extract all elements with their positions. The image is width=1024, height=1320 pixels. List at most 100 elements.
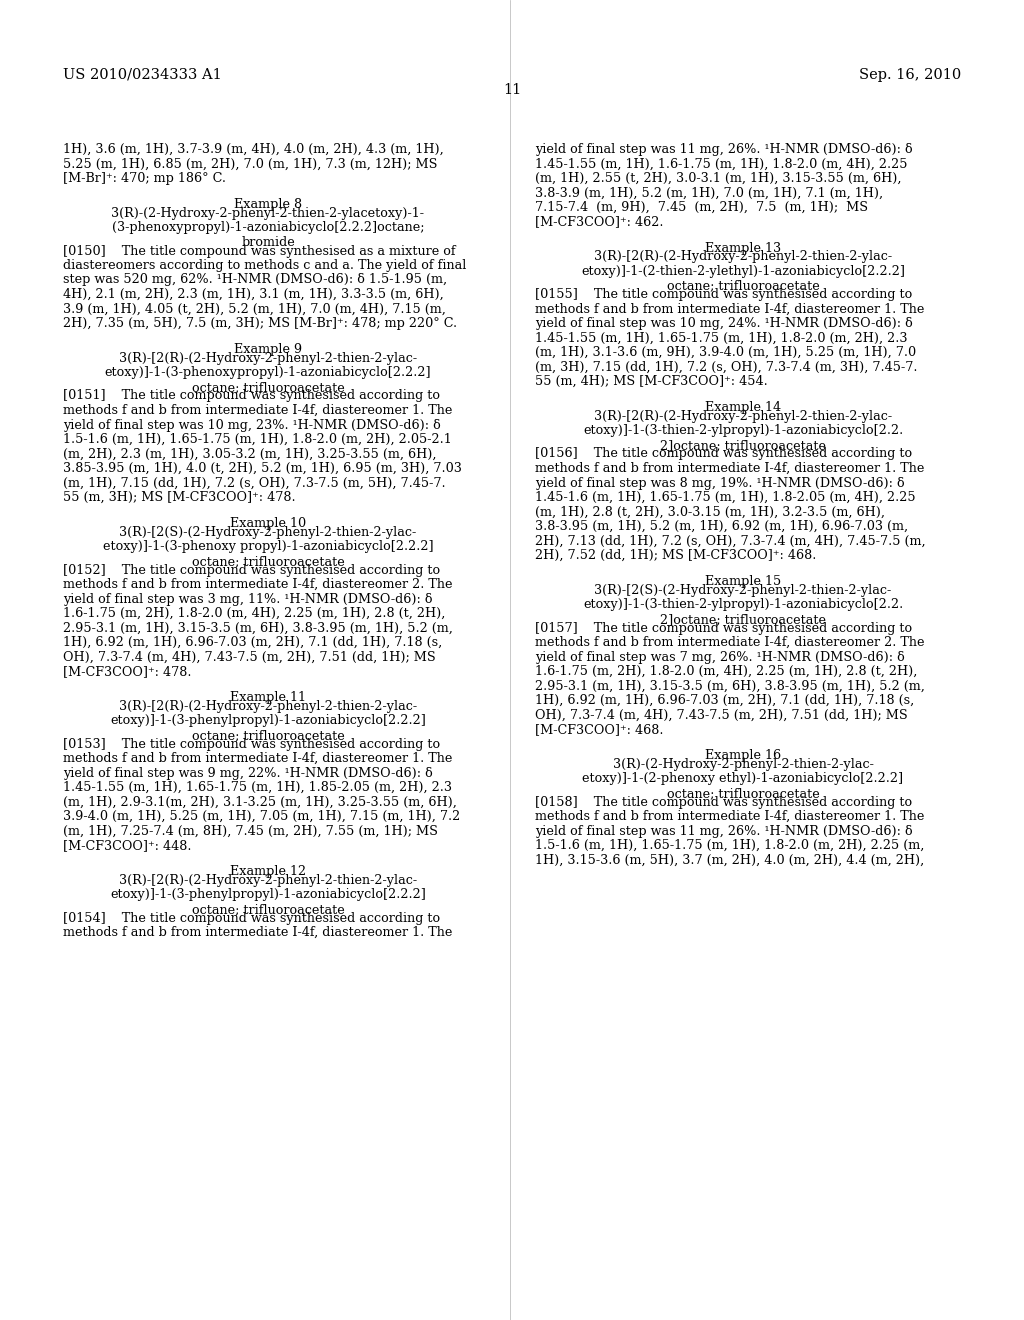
- Text: etoxy)]-1-(3-phenoxy propyl)-1-azoniabicyclo[2.2.2]: etoxy)]-1-(3-phenoxy propyl)-1-azoniabic…: [102, 540, 433, 553]
- Text: octane; trifluoroacetate: octane; trifluoroacetate: [191, 380, 344, 393]
- Text: [M-CF3COO]⁺: 478.: [M-CF3COO]⁺: 478.: [63, 665, 191, 678]
- Text: 2H), 7.13 (dd, 1H), 7.2 (s, OH), 7.3-7.4 (m, 4H), 7.45-7.5 (m,: 2H), 7.13 (dd, 1H), 7.2 (s, OH), 7.3-7.4…: [535, 535, 926, 548]
- Text: 1.6-1.75 (m, 2H), 1.8-2.0 (m, 4H), 2.25 (m, 1H), 2.8 (t, 2H),: 1.6-1.75 (m, 2H), 1.8-2.0 (m, 4H), 2.25 …: [535, 665, 918, 678]
- Text: 3(R)-[2(R)-(2-Hydroxy-2-phenyl-2-thien-2-ylac-: 3(R)-[2(R)-(2-Hydroxy-2-phenyl-2-thien-2…: [119, 874, 417, 887]
- Text: yield of final step was 10 mg, 23%. ¹H-NMR (DMSO-d6): δ: yield of final step was 10 mg, 23%. ¹H-N…: [63, 418, 440, 432]
- Text: 3.8-3.9 (m, 1H), 5.2 (m, 1H), 7.0 (m, 1H), 7.1 (m, 1H),: 3.8-3.9 (m, 1H), 5.2 (m, 1H), 7.0 (m, 1H…: [535, 186, 883, 199]
- Text: yield of final step was 8 mg, 19%. ¹H-NMR (DMSO-d6): δ: yield of final step was 8 mg, 19%. ¹H-NM…: [535, 477, 904, 490]
- Text: octane; trifluoroacetate: octane; trifluoroacetate: [191, 554, 344, 568]
- Text: yield of final step was 10 mg, 24%. ¹H-NMR (DMSO-d6): δ: yield of final step was 10 mg, 24%. ¹H-N…: [535, 317, 912, 330]
- Text: methods f and b from intermediate I-4f, diastereomer 2. The: methods f and b from intermediate I-4f, …: [63, 578, 453, 591]
- Text: 11: 11: [503, 83, 521, 96]
- Text: [M-Br]⁺: 470; mp 186° C.: [M-Br]⁺: 470; mp 186° C.: [63, 172, 226, 185]
- Text: 2.95-3.1 (m, 1H), 3.15-3.5 (m, 6H), 3.8-3.95 (m, 1H), 5.2 (m,: 2.95-3.1 (m, 1H), 3.15-3.5 (m, 6H), 3.8-…: [63, 622, 453, 635]
- Text: methods f and b from intermediate I-4f, diastereomer 1. The: methods f and b from intermediate I-4f, …: [63, 752, 453, 766]
- Text: (m, 1H), 3.1-3.6 (m, 9H), 3.9-4.0 (m, 1H), 5.25 (m, 1H), 7.0: (m, 1H), 3.1-3.6 (m, 9H), 3.9-4.0 (m, 1H…: [535, 346, 916, 359]
- Text: 1H), 6.92 (m, 1H), 6.96-7.03 (m, 2H), 7.1 (dd, 1H), 7.18 (s,: 1H), 6.92 (m, 1H), 6.96-7.03 (m, 2H), 7.…: [63, 636, 442, 649]
- Text: etoxy)]-1-(3-phenylpropyl)-1-azoniabicyclo[2.2.2]: etoxy)]-1-(3-phenylpropyl)-1-azoniabicyc…: [110, 888, 426, 902]
- Text: 1H), 6.92 (m, 1H), 6.96-7.03 (m, 2H), 7.1 (dd, 1H), 7.18 (s,: 1H), 6.92 (m, 1H), 6.96-7.03 (m, 2H), 7.…: [535, 694, 914, 708]
- Text: Example 10: Example 10: [230, 517, 306, 531]
- Text: 55 (m, 4H); MS [M-CF3COO]⁺: 454.: 55 (m, 4H); MS [M-CF3COO]⁺: 454.: [535, 375, 768, 388]
- Text: 5.25 (m, 1H), 6.85 (m, 2H), 7.0 (m, 1H), 7.3 (m, 12H); MS: 5.25 (m, 1H), 6.85 (m, 2H), 7.0 (m, 1H),…: [63, 157, 437, 170]
- Text: 1.45-1.55 (m, 1H), 1.65-1.75 (m, 1H), 1.8-2.0 (m, 2H), 2.3: 1.45-1.55 (m, 1H), 1.65-1.75 (m, 1H), 1.…: [535, 331, 907, 345]
- Text: OH), 7.3-7.4 (m, 4H), 7.43-7.5 (m, 2H), 7.51 (dd, 1H); MS: OH), 7.3-7.4 (m, 4H), 7.43-7.5 (m, 2H), …: [535, 709, 907, 722]
- Text: Example 13: Example 13: [705, 242, 781, 255]
- Text: Example 11: Example 11: [230, 692, 306, 704]
- Text: methods f and b from intermediate I-4f, diastereomer 1. The: methods f and b from intermediate I-4f, …: [535, 810, 925, 822]
- Text: methods f and b from intermediate I-4f, diastereomer 1. The: methods f and b from intermediate I-4f, …: [535, 302, 925, 315]
- Text: yield of final step was 11 mg, 26%. ¹H-NMR (DMSO-d6): δ: yield of final step was 11 mg, 26%. ¹H-N…: [535, 825, 912, 837]
- Text: Example 15: Example 15: [705, 576, 781, 589]
- Text: step was 520 mg, 62%. ¹H-NMR (DMSO-d6): δ 1.5-1.95 (m,: step was 520 mg, 62%. ¹H-NMR (DMSO-d6): …: [63, 273, 447, 286]
- Text: 3(R)-(2-Hydroxy-2-phenyl-2-thien-2-ylacetoxy)-1-: 3(R)-(2-Hydroxy-2-phenyl-2-thien-2-ylace…: [112, 207, 425, 220]
- Text: [0152]    The title compound was synthesised according to: [0152] The title compound was synthesise…: [63, 564, 440, 577]
- Text: (m, 1H), 2.8 (t, 2H), 3.0-3.15 (m, 1H), 3.2-3.5 (m, 6H),: (m, 1H), 2.8 (t, 2H), 3.0-3.15 (m, 1H), …: [535, 506, 885, 519]
- Text: (3-phenoxypropyl)-1-azoniabicyclo[2.2.2]octane;: (3-phenoxypropyl)-1-azoniabicyclo[2.2.2]…: [112, 222, 424, 235]
- Text: 3(R)-[2(S)-(2-Hydroxy-2-phenyl-2-thien-2-ylac-: 3(R)-[2(S)-(2-Hydroxy-2-phenyl-2-thien-2…: [120, 525, 417, 539]
- Text: etoxy)]-1-(3-phenoxypropyl)-1-azoniabicyclo[2.2.2]: etoxy)]-1-(3-phenoxypropyl)-1-azoniabicy…: [104, 366, 431, 379]
- Text: (m, 1H), 7.25-7.4 (m, 8H), 7.45 (m, 2H), 7.55 (m, 1H); MS: (m, 1H), 7.25-7.4 (m, 8H), 7.45 (m, 2H),…: [63, 825, 438, 837]
- Text: octane; trifluoroacetate: octane; trifluoroacetate: [667, 787, 819, 800]
- Text: methods f and b from intermediate I-4f, diastereomer 1. The: methods f and b from intermediate I-4f, …: [63, 927, 453, 939]
- Text: 3.9-4.0 (m, 1H), 5.25 (m, 1H), 7.05 (m, 1H), 7.15 (m, 1H), 7.2: 3.9-4.0 (m, 1H), 5.25 (m, 1H), 7.05 (m, …: [63, 810, 460, 822]
- Text: [0157]    The title compound was synthesised according to: [0157] The title compound was synthesise…: [535, 622, 912, 635]
- Text: (m, 3H), 7.15 (dd, 1H), 7.2 (s, OH), 7.3-7.4 (m, 3H), 7.45-7.: (m, 3H), 7.15 (dd, 1H), 7.2 (s, OH), 7.3…: [535, 360, 918, 374]
- Text: 2H), 7.52 (dd, 1H); MS [M-CF3COO]⁺: 468.: 2H), 7.52 (dd, 1H); MS [M-CF3COO]⁺: 468.: [535, 549, 816, 562]
- Text: bromide: bromide: [241, 236, 295, 248]
- Text: methods f and b from intermediate I-4f, diastereomer 1. The: methods f and b from intermediate I-4f, …: [63, 404, 453, 417]
- Text: Example 14: Example 14: [705, 401, 781, 414]
- Text: 2]octane; trifluoroacetate: 2]octane; trifluoroacetate: [660, 438, 826, 451]
- Text: 55 (m, 3H); MS [M-CF3COO]⁺: 478.: 55 (m, 3H); MS [M-CF3COO]⁺: 478.: [63, 491, 296, 504]
- Text: (m, 1H), 2.9-3.1(m, 2H), 3.1-3.25 (m, 1H), 3.25-3.55 (m, 6H),: (m, 1H), 2.9-3.1(m, 2H), 3.1-3.25 (m, 1H…: [63, 796, 457, 809]
- Text: (m, 1H), 2.55 (t, 2H), 3.0-3.1 (m, 1H), 3.15-3.55 (m, 6H),: (m, 1H), 2.55 (t, 2H), 3.0-3.1 (m, 1H), …: [535, 172, 901, 185]
- Text: diastereomers according to methods c and a. The yield of final: diastereomers according to methods c and…: [63, 259, 466, 272]
- Text: 2H), 7.35 (m, 5H), 7.5 (m, 3H); MS [M-Br]⁺: 478; mp 220° C.: 2H), 7.35 (m, 5H), 7.5 (m, 3H); MS [M-Br…: [63, 317, 457, 330]
- Text: Example 9: Example 9: [233, 343, 302, 356]
- Text: [0158]    The title compound was synthesised according to: [0158] The title compound was synthesise…: [535, 796, 912, 809]
- Text: 3(R)-[2(R)-(2-Hydroxy-2-phenyl-2-thien-2-ylac-: 3(R)-[2(R)-(2-Hydroxy-2-phenyl-2-thien-2…: [594, 251, 892, 263]
- Text: 3(R)-[2(S)-(2-Hydroxy-2-phenyl-2-thien-2-ylac-: 3(R)-[2(S)-(2-Hydroxy-2-phenyl-2-thien-2…: [594, 583, 892, 597]
- Text: etoxy)]-1-(2-thien-2-ylethyl)-1-azoniabicyclo[2.2.2]: etoxy)]-1-(2-thien-2-ylethyl)-1-azoniabi…: [581, 265, 905, 277]
- Text: etoxy)]-1-(3-phenylpropyl)-1-azoniabicyclo[2.2.2]: etoxy)]-1-(3-phenylpropyl)-1-azoniabicyc…: [110, 714, 426, 727]
- Text: 2]octane; trifluoroacetate: 2]octane; trifluoroacetate: [660, 612, 826, 626]
- Text: 3(R)-[2(R)-(2-Hydroxy-2-phenyl-2-thien-2-ylac-: 3(R)-[2(R)-(2-Hydroxy-2-phenyl-2-thien-2…: [119, 700, 417, 713]
- Text: [0156]    The title compound was synthesised according to: [0156] The title compound was synthesise…: [535, 447, 912, 461]
- Text: methods f and b from intermediate I-4f, diastereomer 1. The: methods f and b from intermediate I-4f, …: [535, 462, 925, 475]
- Text: octane; trifluoroacetate: octane; trifluoroacetate: [191, 903, 344, 916]
- Text: yield of final step was 11 mg, 26%. ¹H-NMR (DMSO-d6): δ: yield of final step was 11 mg, 26%. ¹H-N…: [535, 143, 912, 156]
- Text: (m, 2H), 2.3 (m, 1H), 3.05-3.2 (m, 1H), 3.25-3.55 (m, 6H),: (m, 2H), 2.3 (m, 1H), 3.05-3.2 (m, 1H), …: [63, 447, 436, 461]
- Text: [0155]    The title compound was synthesised according to: [0155] The title compound was synthesise…: [535, 288, 912, 301]
- Text: 1.5-1.6 (m, 1H), 1.65-1.75 (m, 1H), 1.8-2.0 (m, 2H), 2.25 (m,: 1.5-1.6 (m, 1H), 1.65-1.75 (m, 1H), 1.8-…: [535, 840, 925, 851]
- Text: 3.85-3.95 (m, 1H), 4.0 (t, 2H), 5.2 (m, 1H), 6.95 (m, 3H), 7.03: 3.85-3.95 (m, 1H), 4.0 (t, 2H), 5.2 (m, …: [63, 462, 462, 475]
- Text: methods f and b from intermediate I-4f, diastereomer 2. The: methods f and b from intermediate I-4f, …: [535, 636, 925, 649]
- Text: 1.45-1.55 (m, 1H), 1.6-1.75 (m, 1H), 1.8-2.0 (m, 4H), 2.25: 1.45-1.55 (m, 1H), 1.6-1.75 (m, 1H), 1.8…: [535, 157, 907, 170]
- Text: 1.45-1.55 (m, 1H), 1.65-1.75 (m, 1H), 1.85-2.05 (m, 2H), 2.3: 1.45-1.55 (m, 1H), 1.65-1.75 (m, 1H), 1.…: [63, 781, 452, 795]
- Text: [M-CF3COO]⁺: 448.: [M-CF3COO]⁺: 448.: [63, 840, 191, 851]
- Text: [0154]    The title compound was synthesised according to: [0154] The title compound was synthesise…: [63, 912, 440, 924]
- Text: octane; trifluoroacetate: octane; trifluoroacetate: [667, 280, 819, 292]
- Text: 3(R)-[2(R)-(2-Hydroxy-2-phenyl-2-thien-2-ylac-: 3(R)-[2(R)-(2-Hydroxy-2-phenyl-2-thien-2…: [594, 409, 892, 422]
- Text: US 2010/0234333 A1: US 2010/0234333 A1: [63, 69, 222, 82]
- Text: OH), 7.3-7.4 (m, 4H), 7.43-7.5 (m, 2H), 7.51 (dd, 1H); MS: OH), 7.3-7.4 (m, 4H), 7.43-7.5 (m, 2H), …: [63, 651, 435, 664]
- Text: etoxy)]-1-(3-thien-2-ylpropyl)-1-azoniabicyclo[2.2.: etoxy)]-1-(3-thien-2-ylpropyl)-1-azoniab…: [583, 598, 903, 611]
- Text: 3.9 (m, 1H), 4.05 (t, 2H), 5.2 (m, 1H), 7.0 (m, 4H), 7.15 (m,: 3.9 (m, 1H), 4.05 (t, 2H), 5.2 (m, 1H), …: [63, 302, 445, 315]
- Text: 1.45-1.6 (m, 1H), 1.65-1.75 (m, 1H), 1.8-2.05 (m, 4H), 2.25: 1.45-1.6 (m, 1H), 1.65-1.75 (m, 1H), 1.8…: [535, 491, 915, 504]
- Text: Example 12: Example 12: [230, 865, 306, 878]
- Text: (m, 1H), 7.15 (dd, 1H), 7.2 (s, OH), 7.3-7.5 (m, 5H), 7.45-7.: (m, 1H), 7.15 (dd, 1H), 7.2 (s, OH), 7.3…: [63, 477, 445, 490]
- Text: 2.95-3.1 (m, 1H), 3.15-3.5 (m, 6H), 3.8-3.95 (m, 1H), 5.2 (m,: 2.95-3.1 (m, 1H), 3.15-3.5 (m, 6H), 3.8-…: [535, 680, 925, 693]
- Text: 1.6-1.75 (m, 2H), 1.8-2.0 (m, 4H), 2.25 (m, 1H), 2.8 (t, 2H),: 1.6-1.75 (m, 2H), 1.8-2.0 (m, 4H), 2.25 …: [63, 607, 445, 620]
- Text: yield of final step was 9 mg, 22%. ¹H-NMR (DMSO-d6): δ: yield of final step was 9 mg, 22%. ¹H-NM…: [63, 767, 433, 780]
- Text: 4H), 2.1 (m, 2H), 2.3 (m, 1H), 3.1 (m, 1H), 3.3-3.5 (m, 6H),: 4H), 2.1 (m, 2H), 2.3 (m, 1H), 3.1 (m, 1…: [63, 288, 443, 301]
- Text: 3(R)-(2-Hydroxy-2-phenyl-2-thien-2-ylac-: 3(R)-(2-Hydroxy-2-phenyl-2-thien-2-ylac-: [612, 758, 873, 771]
- Text: Sep. 16, 2010: Sep. 16, 2010: [859, 69, 961, 82]
- Text: 1H), 3.6 (m, 1H), 3.7-3.9 (m, 4H), 4.0 (m, 2H), 4.3 (m, 1H),: 1H), 3.6 (m, 1H), 3.7-3.9 (m, 4H), 4.0 (…: [63, 143, 443, 156]
- Text: yield of final step was 3 mg, 11%. ¹H-NMR (DMSO-d6): δ: yield of final step was 3 mg, 11%. ¹H-NM…: [63, 593, 432, 606]
- Text: 3.8-3.95 (m, 1H), 5.2 (m, 1H), 6.92 (m, 1H), 6.96-7.03 (m,: 3.8-3.95 (m, 1H), 5.2 (m, 1H), 6.92 (m, …: [535, 520, 908, 533]
- Text: Example 16: Example 16: [705, 750, 781, 762]
- Text: yield of final step was 7 mg, 26%. ¹H-NMR (DMSO-d6): δ: yield of final step was 7 mg, 26%. ¹H-NM…: [535, 651, 905, 664]
- Text: [0151]    The title compound was synthesised according to: [0151] The title compound was synthesise…: [63, 389, 440, 403]
- Text: 1.5-1.6 (m, 1H), 1.65-1.75 (m, 1H), 1.8-2.0 (m, 2H), 2.05-2.1: 1.5-1.6 (m, 1H), 1.65-1.75 (m, 1H), 1.8-…: [63, 433, 452, 446]
- Text: octane; trifluoroacetate: octane; trifluoroacetate: [191, 729, 344, 742]
- Text: etoxy)]-1-(3-thien-2-ylpropyl)-1-azoniabicyclo[2.2.: etoxy)]-1-(3-thien-2-ylpropyl)-1-azoniab…: [583, 424, 903, 437]
- Text: 3(R)-[2(R)-(2-Hydroxy-2-phenyl-2-thien-2-ylac-: 3(R)-[2(R)-(2-Hydroxy-2-phenyl-2-thien-2…: [119, 352, 417, 364]
